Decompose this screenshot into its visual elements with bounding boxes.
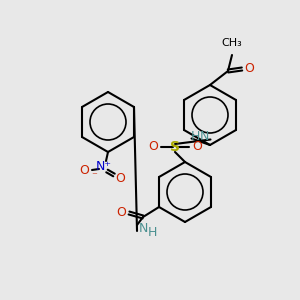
Text: H: H (191, 130, 200, 143)
Text: H: H (147, 226, 157, 239)
Text: CH₃: CH₃ (222, 38, 242, 48)
Text: O: O (244, 62, 254, 76)
Text: ⁻: ⁻ (91, 171, 97, 181)
Text: O: O (192, 140, 202, 154)
Text: O: O (79, 164, 89, 178)
Text: N⁺: N⁺ (96, 160, 112, 173)
Text: O: O (115, 172, 125, 185)
Text: O: O (148, 140, 158, 154)
Text: S: S (170, 140, 180, 154)
Text: N: N (200, 130, 209, 143)
Text: O: O (116, 206, 126, 218)
Text: N: N (138, 223, 148, 236)
